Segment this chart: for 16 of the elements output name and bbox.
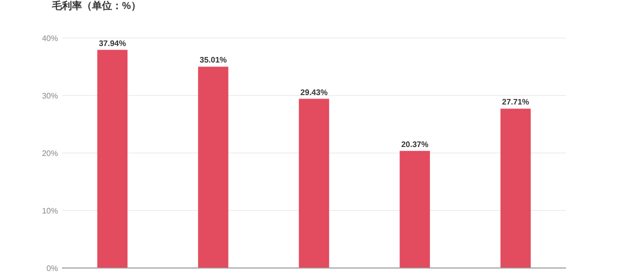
bar (198, 66, 228, 268)
chart-title: 毛利率（单位：%） (51, 0, 141, 12)
y-tick-label: 10% (42, 206, 58, 216)
bar (400, 150, 430, 268)
bar (97, 50, 128, 268)
y-tick-label: 30% (42, 92, 58, 100)
y-tick-label: 0% (46, 264, 58, 273)
bar (500, 108, 531, 268)
data-label: 27.71% (502, 98, 530, 107)
data-label: 37.94% (98, 38, 126, 48)
y-tick-label: 40% (42, 34, 58, 43)
data-label: 29.43% (300, 88, 328, 97)
y-tick-label: 20% (42, 149, 58, 158)
bar (298, 98, 330, 268)
data-label: 35.01% (200, 56, 227, 65)
data-label: 20.37% (401, 140, 428, 149)
